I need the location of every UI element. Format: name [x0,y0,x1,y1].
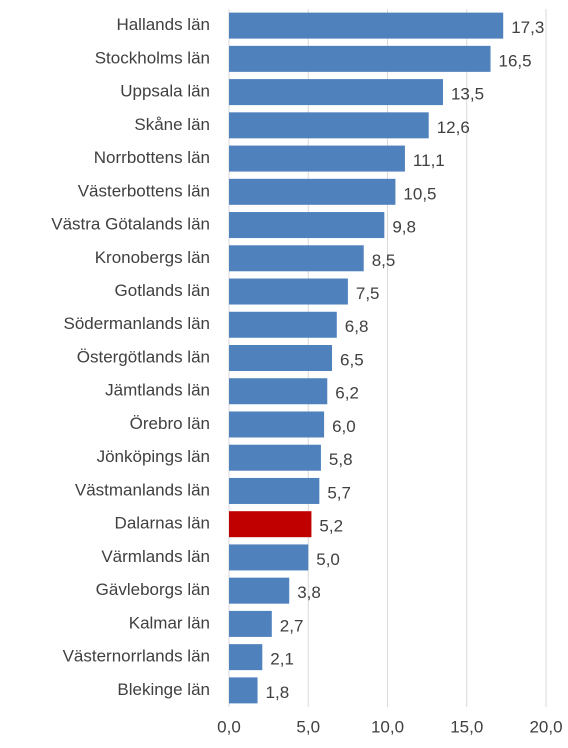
bar [229,245,364,272]
y-tick-label: Östergötlands län [77,347,210,366]
value-label: 5,0 [316,550,340,569]
value-label: 1,8 [266,683,290,702]
y-tick-label: Södermanlands län [64,314,210,333]
value-label: 6,0 [332,417,356,436]
value-label: 9,8 [392,218,416,237]
bar [229,577,290,604]
y-tick-label: Gotlands län [115,281,210,300]
y-tick-label: Västernorrlands län [63,647,210,666]
bar [229,378,328,405]
y-tick-label: Hallands län [116,15,210,34]
value-label: 16,5 [499,51,532,70]
y-tick-label: Skåne län [134,115,210,134]
bar [229,145,405,172]
value-label: 5,2 [319,517,343,536]
y-tick-label: Dalarnas län [115,514,210,533]
value-label: 5,8 [329,450,353,469]
bar [229,544,309,571]
value-label: 17,3 [511,18,544,37]
bar [229,477,320,504]
value-label: 12,6 [437,118,470,137]
value-label: 7,5 [356,284,380,303]
value-label: 13,5 [451,85,484,104]
bar [229,411,325,438]
x-tick-label: 20,0 [529,717,562,736]
bar [229,112,429,139]
bar [229,644,263,671]
y-tick-label: Jönköpings län [97,447,210,466]
bar [229,212,385,239]
bar [229,610,272,637]
bar [229,444,321,471]
value-label: 3,8 [297,583,321,602]
y-tick-label: Örebro län [130,414,210,433]
bar [229,677,258,704]
y-tick-label: Värmlands län [101,547,210,566]
y-tick-label: Gävleborgs län [96,580,210,599]
value-label: 2,7 [280,616,304,635]
x-tick-label: 15,0 [450,717,483,736]
y-tick-label: Blekinge län [117,680,210,699]
x-tick-label: 10,0 [371,717,404,736]
y-tick-label: Kronobergs län [95,248,210,267]
value-label: 10,5 [403,184,436,203]
y-tick-label: Norrbottens län [94,148,210,167]
value-label: 2,1 [270,650,294,669]
bar [229,12,504,39]
bar [229,278,348,305]
y-tick-label: Västmanlands län [75,480,210,499]
value-label: 8,5 [372,251,396,270]
y-tick-label: Uppsala län [120,82,210,101]
bar [229,345,333,371]
y-tick-label: Stockholms län [95,48,210,67]
x-tick-label: 0,0 [217,717,241,736]
bar [229,311,337,338]
bar [229,511,312,538]
y-tick-label: Västra Götalands län [51,215,210,234]
y-tick-label: Jämtlands län [105,381,210,400]
bar [229,178,396,205]
value-label: 11,1 [413,151,445,170]
y-tick-label: Kalmar län [129,613,210,632]
x-tick-label: 5,0 [296,717,320,736]
bar [229,79,443,106]
value-label: 6,5 [340,350,364,369]
value-label: 5,7 [327,483,351,502]
value-label: 6,8 [345,317,369,336]
value-label: 6,2 [335,384,359,403]
y-tick-label: Västerbottens län [78,181,210,200]
bar [229,45,491,72]
